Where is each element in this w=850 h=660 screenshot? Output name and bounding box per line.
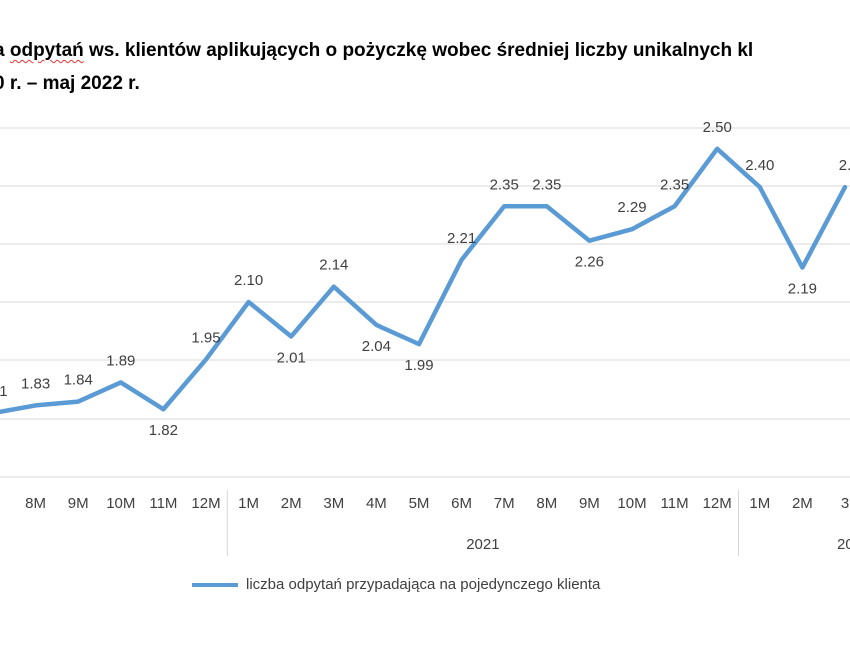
- data-label: 2.21: [447, 230, 476, 247]
- x-tick-label: 7M: [494, 495, 515, 512]
- title-misspelled-word: odpytań: [9, 40, 84, 61]
- data-label: 1.99: [404, 357, 433, 374]
- legend-label: liczba odpytań przypadająca na pojedyncz…: [246, 576, 601, 593]
- legend: liczba odpytań przypadająca na pojedyncz…: [192, 576, 600, 593]
- x-tick-label: 6M: [451, 495, 472, 512]
- legend-swatch: [192, 582, 238, 587]
- data-label: 2.04: [362, 338, 391, 355]
- data-label: 1.81: [0, 383, 8, 400]
- gridlines: [0, 127, 850, 478]
- data-label: 2.: [839, 157, 850, 174]
- data-label: 2.35: [532, 176, 561, 193]
- x-tick-label: 5M: [409, 495, 430, 512]
- x-axis: M8M9M10M11M12M1M2M3M4M5M6M7M8M9M10M11M12…: [25, 490, 850, 556]
- data-label: 2.26: [575, 254, 604, 271]
- x-tick-label: 2M: [281, 495, 302, 512]
- x-tick-label: 9M: [579, 495, 600, 512]
- data-label: 2.35: [660, 176, 689, 193]
- year-label: 2021: [466, 536, 499, 553]
- x-tick-label: 11M: [661, 495, 689, 512]
- x-tick-label: 11M: [149, 495, 177, 512]
- x-tick-label: 4M: [366, 495, 387, 512]
- x-tick-label: 1M: [238, 495, 259, 512]
- data-label: 2.35: [490, 176, 519, 193]
- data-label: 2.50: [703, 119, 732, 136]
- x-tick-label: 12M: [703, 495, 732, 512]
- data-label: 1.84: [64, 372, 93, 389]
- x-tick-label: 1M: [749, 495, 770, 512]
- year-label: 20: [837, 536, 850, 553]
- x-tick-label: 3M: [323, 495, 344, 512]
- x-tick-label: 12M: [191, 495, 220, 512]
- x-tick-label: 8M: [25, 495, 46, 512]
- data-labels: 1.81 1.83 1.84 1.89 1.82 1.95 2.10 2.01 2.14 2.04…: [0, 119, 850, 439]
- title-rest: ws. klientów aplikujących o pożyczkę wob…: [83, 40, 754, 61]
- data-label: 1.83: [21, 375, 50, 392]
- chart-title-line-2: 0 r. – maj 2022 r.: [0, 73, 140, 94]
- x-tick-label: 3: [841, 495, 849, 512]
- title-prefix: a: [0, 40, 10, 61]
- x-tick-label: 2M: [792, 495, 813, 512]
- data-label: 2.40: [745, 157, 774, 174]
- data-label: 1.89: [106, 352, 135, 369]
- data-label: 2.14: [319, 257, 348, 274]
- series-layer: [0, 146, 848, 415]
- x-tick-label: 9M: [68, 495, 89, 512]
- data-label: 2.19: [788, 281, 817, 298]
- series-line: [0, 146, 848, 415]
- x-tick-label: 10M: [106, 495, 135, 512]
- x-tick-label: 10M: [617, 495, 646, 512]
- data-label: 2.01: [277, 349, 306, 366]
- data-label: 1.82: [149, 422, 178, 439]
- data-label: 2.29: [617, 199, 646, 216]
- chart-title-line-1: a odpytań ws. klientów aplikujących o po…: [0, 40, 753, 62]
- data-label: 2.10: [234, 272, 263, 289]
- data-label: 1.95: [191, 329, 220, 346]
- x-tick-label: 8M: [536, 495, 557, 512]
